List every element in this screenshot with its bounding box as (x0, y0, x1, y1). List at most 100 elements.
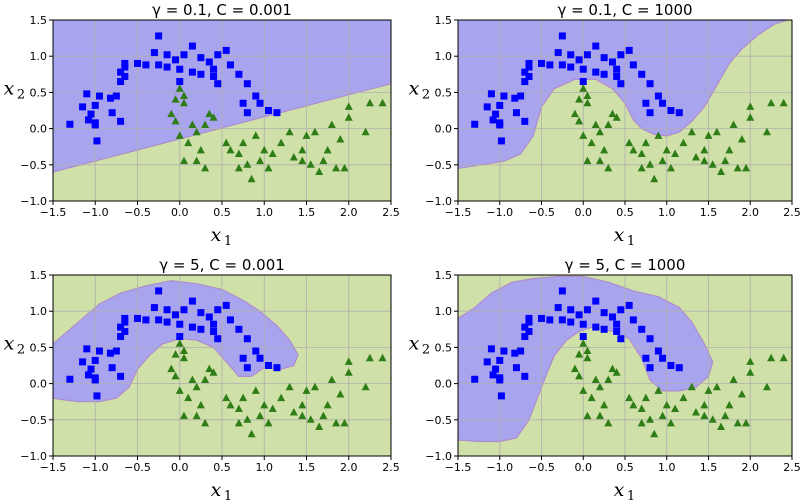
x-tick-label: −0.5 (528, 461, 555, 474)
point-class1 (546, 61, 554, 69)
point-class1 (608, 313, 616, 321)
point-class2 (264, 418, 273, 427)
point-class2 (646, 160, 655, 168)
point-class1 (489, 116, 497, 124)
point-class1 (617, 306, 625, 314)
point-class2 (600, 145, 609, 154)
point-class1 (525, 327, 533, 335)
x-tick-label: 1.5 (298, 206, 316, 219)
point-class2 (378, 353, 387, 362)
point-class1 (500, 92, 508, 100)
point-class2 (268, 149, 277, 157)
y-tick-label: 1.0 (30, 305, 48, 318)
point-class1 (134, 59, 141, 67)
point-class2 (175, 386, 184, 394)
y-tick-label: 0.0 (435, 378, 453, 391)
x-tick-label: 0.5 (616, 461, 634, 474)
point-class1 (197, 309, 205, 317)
point-class2 (767, 353, 776, 362)
point-class2 (746, 102, 755, 110)
subplot-2: −1.5 −1.0 −0.5 0.0 0.5 1.0 1.5 2.0 2.5−1.0−0.50.… (409, 1, 801, 249)
point-class2 (570, 109, 579, 118)
y-tick-label: −1.0 (425, 195, 452, 208)
point-class1 (172, 56, 180, 64)
point-class2 (575, 116, 584, 125)
point-class1 (638, 325, 646, 333)
point-class2 (595, 411, 604, 420)
point-class1 (163, 318, 171, 326)
point-class2 (700, 400, 709, 409)
point-class2 (608, 109, 617, 118)
point-class2 (579, 339, 588, 347)
plot-area (53, 20, 391, 201)
point-class2 (315, 167, 324, 176)
point-class2 (289, 153, 298, 161)
y-tick-label: 0.0 (435, 123, 453, 136)
point-class1 (489, 371, 497, 379)
point-class2 (637, 149, 646, 157)
point-class1 (521, 323, 529, 331)
point-class1 (163, 63, 171, 71)
point-class2 (179, 346, 188, 355)
point-class1 (496, 121, 504, 129)
x-tick-label: 2.5 (382, 461, 400, 474)
point-class1 (471, 375, 479, 383)
point-class2 (712, 382, 721, 391)
point-class2 (646, 415, 655, 423)
point-class1 (243, 335, 251, 343)
point-class2 (234, 418, 243, 427)
point-class2 (365, 353, 374, 362)
point-class2 (604, 418, 613, 427)
point-class2 (319, 411, 328, 420)
point-class1 (155, 32, 163, 40)
point-class2 (662, 400, 671, 409)
point-class1 (214, 335, 222, 343)
point-class2 (184, 393, 193, 402)
point-class1 (511, 349, 519, 357)
point-class1 (83, 345, 91, 353)
y-tick-label: −0.5 (20, 159, 47, 172)
x-tick-label: −1.0 (82, 461, 109, 474)
y-tick-label: 1.5 (30, 269, 48, 282)
point-class2 (583, 98, 592, 107)
point-class2 (641, 138, 650, 147)
point-class2 (570, 364, 579, 373)
point-class1 (214, 80, 222, 88)
point-class2 (179, 98, 188, 107)
point-class1 (121, 314, 129, 322)
point-class2 (604, 163, 613, 172)
point-class2 (671, 149, 680, 157)
point-class2 (344, 113, 353, 121)
x-tick-label: 1.0 (658, 206, 676, 219)
point-class1 (521, 117, 529, 125)
point-class1 (117, 333, 125, 341)
y-tick-label: 1.0 (30, 50, 48, 63)
point-class2 (737, 389, 746, 398)
point-class1 (210, 320, 218, 328)
class1-region (458, 20, 788, 169)
point-class2 (323, 145, 332, 154)
point-class1 (579, 78, 587, 86)
point-class1 (142, 61, 150, 69)
point-class1 (197, 325, 205, 333)
point-class1 (600, 325, 608, 333)
x-axis-label: x (614, 479, 625, 501)
point-class1 (79, 358, 87, 366)
point-class1 (617, 335, 625, 343)
point-class1 (517, 347, 525, 355)
point-class2 (256, 411, 265, 420)
point-class2 (192, 156, 201, 165)
point-class1 (150, 49, 158, 57)
point-class1 (642, 99, 650, 107)
point-class2 (704, 131, 713, 139)
point-class1 (567, 51, 575, 59)
point-class1 (106, 94, 114, 102)
point-class1 (525, 318, 533, 326)
point-class1 (239, 99, 247, 107)
point-class1 (592, 42, 600, 50)
y-axis-label: x (4, 333, 15, 355)
point-class1 (654, 347, 662, 355)
subplot-4: −1.5 −1.0 −0.5 0.0 0.5 1.0 1.5 2.0 2.5−1.0−0.50.… (409, 256, 801, 501)
point-class1 (558, 61, 566, 69)
point-class1 (264, 362, 272, 369)
